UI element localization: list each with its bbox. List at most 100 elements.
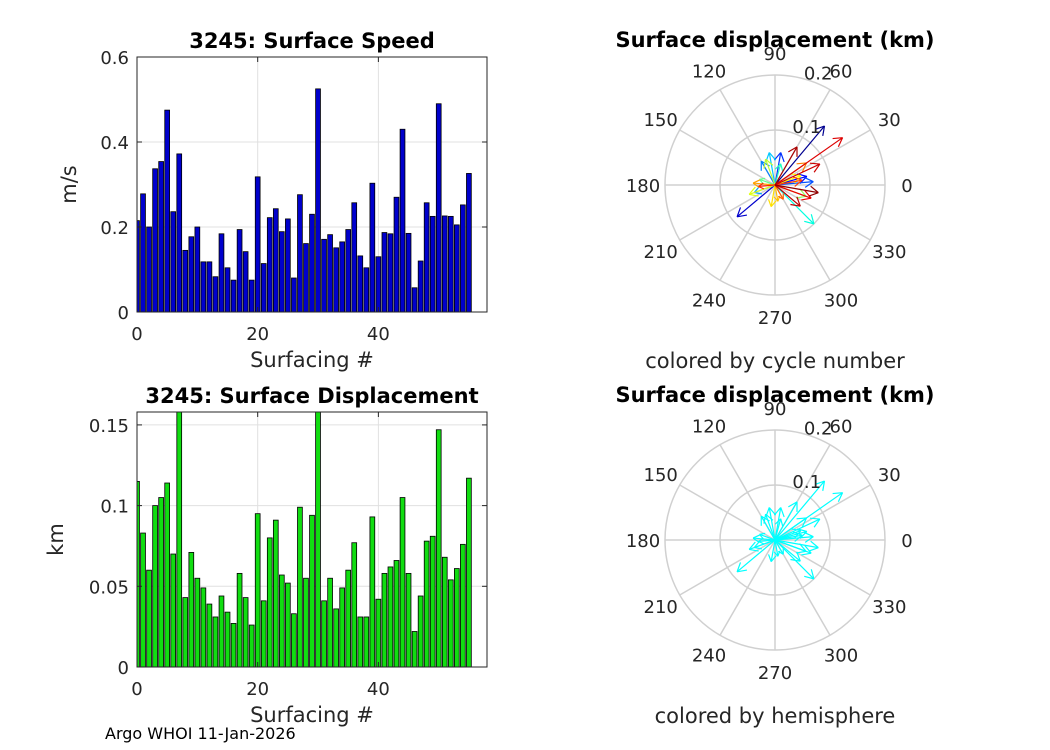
bar [321,600,327,667]
bar [279,231,285,312]
bar [351,202,358,312]
y-tick-label: 0.15 [89,416,129,437]
arrow-shaft [774,146,798,186]
bar [297,194,303,312]
arrow-shaft [774,539,779,557]
y-tick-label: 0.1 [100,497,129,518]
arrow-head [763,159,767,169]
arrow-shaft [774,163,821,186]
bar [194,226,201,312]
arrow-head [804,220,815,225]
bar [466,173,472,312]
bar [170,211,177,312]
arrow-shaft [760,515,776,541]
arrow-head [804,575,815,580]
bar [158,161,164,312]
bar [423,540,430,667]
angle-label: 0 [901,531,912,552]
arrow-head [758,537,764,542]
chart-title: Surface displacement (km) [615,28,934,52]
bar [236,229,243,312]
arrow-head [801,162,808,173]
bar [146,569,152,667]
arrow-shaft [774,539,801,562]
bar [303,243,309,312]
arrow-shaft [774,539,819,549]
arrow-shaft [774,184,784,200]
arrow-head [804,536,814,543]
angle-label: 210 [644,597,678,618]
arrow-head [810,185,819,194]
arrow-head [765,513,774,521]
bar [140,193,146,312]
bar [242,251,249,312]
arrow-head [759,177,766,180]
radial-label: 0.1 [792,472,821,493]
arrow-shaft [774,163,782,186]
angle-label: 240 [692,645,726,666]
bar [417,595,424,667]
bar [140,532,146,667]
arrow-head [758,185,765,190]
arrow-head [814,480,825,485]
arrow-head [813,518,821,528]
arrow-head [754,546,763,550]
bar [285,218,291,312]
arrow-shaft [759,178,776,186]
chart-title: 3245: Surface Displacement [145,384,478,408]
x-axis-label: Surfacing # [250,703,374,727]
arrow-head [796,196,801,207]
bar [254,176,261,312]
arrow-head [754,191,763,195]
bar [146,226,152,312]
arrow-shaft [760,160,776,186]
bar [393,560,400,667]
angle-label: 150 [644,110,678,131]
bar [248,279,255,312]
arrows-3 [736,480,844,580]
bar [375,256,382,312]
arrow-head [837,492,844,502]
bar [441,215,448,312]
arrow-head [814,125,825,130]
bar [315,88,321,312]
arrow-head [822,125,826,136]
arrow-head [758,540,765,545]
arrow-shaft [765,513,776,541]
angle-label: 180 [626,531,660,552]
angle-label: 300 [824,645,858,666]
bar [176,412,183,667]
bar [218,233,225,312]
angle-label: 330 [872,242,906,263]
arrow-head [813,163,821,173]
arrow-head [822,480,826,491]
bar [369,516,376,667]
arrow-shaft [753,182,776,186]
arrow-head [780,518,784,527]
angle-label: 120 [692,417,726,438]
x-tick-label: 20 [246,324,269,345]
angle-label: 60 [830,62,853,83]
bar [357,255,364,312]
arrow-head [768,152,777,161]
bar [182,597,189,667]
bar [309,514,315,667]
bar [429,535,436,667]
arrow-head [832,137,843,140]
arrow-head [770,555,777,563]
arrow-head [763,514,767,524]
x-tick-label: 0 [131,324,142,345]
arrows-2 [736,125,844,225]
bar [291,613,297,667]
bar [435,429,442,667]
bar [447,215,454,312]
bar [272,208,279,312]
arrow-head [796,162,807,165]
bar [339,587,345,667]
bar [236,572,243,667]
radial-label: 0.1 [792,117,821,138]
bar [369,182,376,312]
bar [188,552,195,667]
arrow-head [801,552,812,556]
bar [381,572,388,667]
